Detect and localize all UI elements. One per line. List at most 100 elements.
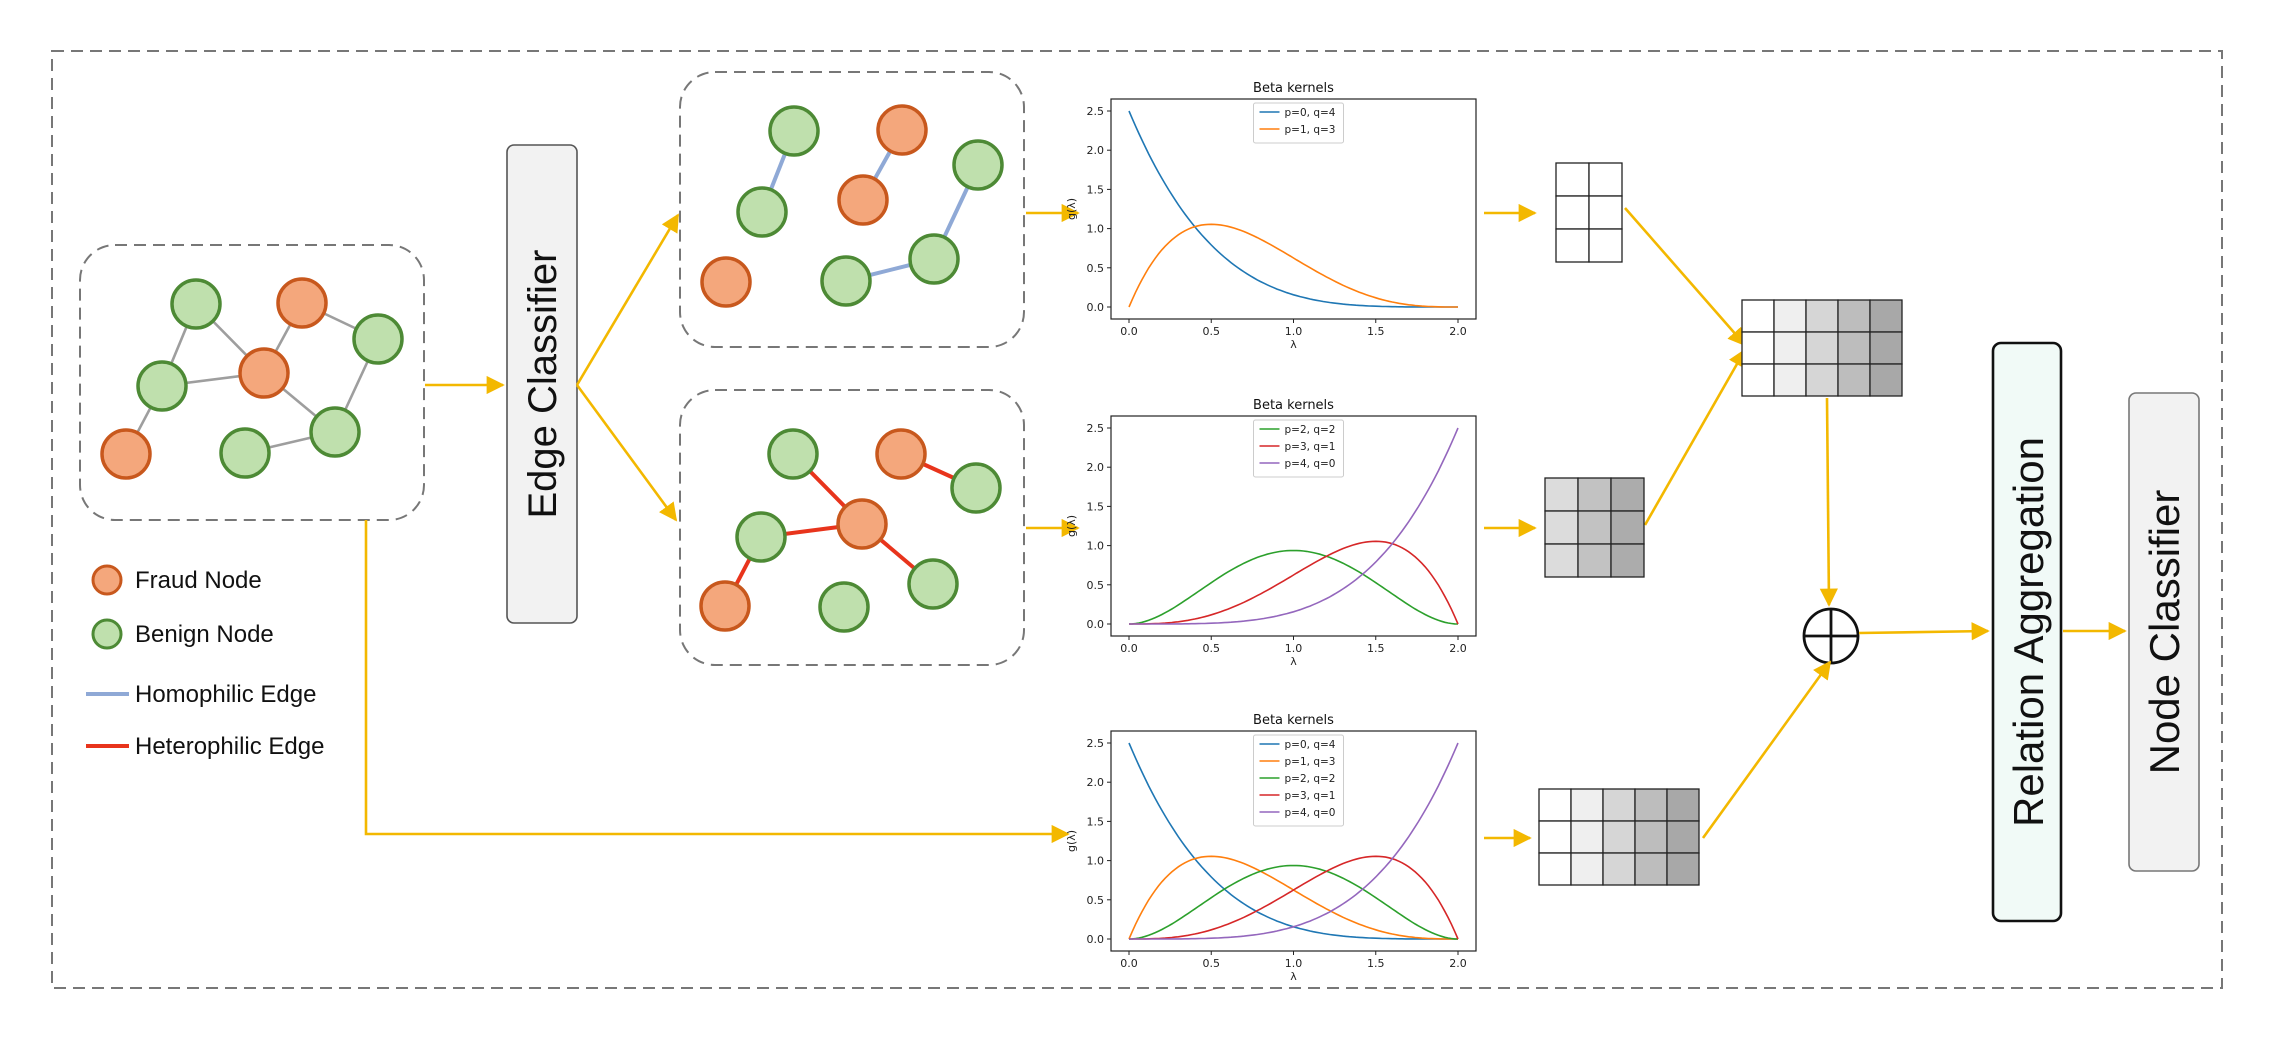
arrow-input-to-third-chart <box>364 520 1070 844</box>
legend-entry: p=4, q=0 <box>1285 458 1336 470</box>
homophilic-graph <box>700 104 1004 308</box>
homophilic-graph-box <box>679 71 1025 348</box>
grid-cell <box>1869 331 1903 365</box>
grid-cell <box>1634 788 1668 822</box>
input-graph <box>100 277 404 480</box>
y-tick-label: 1.0 <box>1087 540 1105 553</box>
grid-cell <box>1588 195 1623 230</box>
grid-cell <box>1666 820 1700 854</box>
beta-kernels-chart-full: Beta kernels 0.0 0.5 1.0 1.5 2.0 0.0 0.5 1.0 1.5 2… <box>1065 713 1477 983</box>
grid-cell <box>1805 299 1839 333</box>
grid-cell <box>1577 510 1612 545</box>
y-axis-label: g(λ) <box>1065 198 1078 220</box>
arrow-classifier-to-heterophilic <box>575 384 678 522</box>
feature-grid-merged <box>1741 299 1903 397</box>
fraud-node <box>700 256 752 308</box>
grid-cell <box>1634 820 1668 854</box>
y-tick-label: 1.5 <box>1087 500 1105 513</box>
grid-cell <box>1773 331 1807 365</box>
beta-kernels-chart-homophilic: Beta kernels 0.0 0.5 1.0 1.5 2.0 0.0 0.5 1.0 1.5 2… <box>1065 81 1477 351</box>
x-tick-label: 1.5 <box>1367 642 1385 655</box>
fraud-node <box>876 104 928 156</box>
grid-cell <box>1602 788 1636 822</box>
grid-cell <box>1588 162 1623 197</box>
legend-heterophilic-label: Heterophilic Edge <box>135 733 324 760</box>
chart-title: Beta kernels <box>1253 713 1334 728</box>
y-tick-label: 2.0 <box>1087 461 1105 474</box>
y-tick-label: 0.5 <box>1087 262 1105 275</box>
grid-cell <box>1577 477 1612 512</box>
grid-cell <box>1610 543 1645 578</box>
grid-cell <box>1773 299 1807 333</box>
arrow-grid1-to-merged <box>1624 207 1747 347</box>
series-line <box>1129 742 1459 940</box>
legend-entry: p=0, q=4 <box>1285 107 1336 119</box>
x-tick-label: 2.0 <box>1449 957 1467 970</box>
grid-cell <box>1577 543 1612 578</box>
chart-title: Beta kernels <box>1253 398 1334 413</box>
arrow-merged-to-sum <box>1819 397 1838 607</box>
legend: Fraud Node Benign Node Homophilic Edge H… <box>86 564 324 760</box>
legend-entry: p=3, q=1 <box>1285 441 1336 453</box>
grid-cell <box>1837 331 1871 365</box>
legend-entry: p=3, q=1 <box>1285 790 1336 802</box>
x-tick-label: 0.0 <box>1120 642 1138 655</box>
fraud-node <box>875 428 927 480</box>
fraud-node <box>699 580 751 632</box>
legend-fraud-label: Fraud Node <box>135 567 262 594</box>
grid-cell <box>1544 543 1579 578</box>
series-line <box>1128 110 1458 308</box>
x-tick-label: 1.0 <box>1285 325 1303 338</box>
y-tick-label: 1.0 <box>1087 855 1105 868</box>
legend-fraud-marker <box>91 564 123 596</box>
y-tick-label: 0.0 <box>1087 933 1105 946</box>
outer-frame <box>51 50 2223 989</box>
chart-title: Beta kernels <box>1253 81 1334 96</box>
x-tick-label: 0.0 <box>1120 325 1138 338</box>
x-axis-label: λ <box>1290 970 1297 983</box>
grid-cell <box>1610 477 1645 512</box>
x-tick-label: 1.0 <box>1285 642 1303 655</box>
arrow-classifier-to-homophilic <box>575 213 680 386</box>
chart-legend <box>1253 734 1344 827</box>
y-tick-label: 0.5 <box>1087 579 1105 592</box>
y-tick-label: 1.0 <box>1087 223 1105 236</box>
series-line <box>1129 855 1459 940</box>
flow-arrows <box>364 203 2127 848</box>
x-axis-label: λ <box>1290 338 1297 351</box>
grid-cell <box>1837 363 1871 397</box>
grid-cell <box>1570 788 1604 822</box>
grid-cell <box>1741 331 1775 365</box>
arrow-grid2-to-merged <box>1643 348 1747 526</box>
y-tick-label: 2.0 <box>1087 144 1105 157</box>
grid-cell <box>1837 299 1871 333</box>
feature-grid-full <box>1538 788 1700 886</box>
benign-node <box>950 462 1002 514</box>
grid-cell <box>1538 852 1572 886</box>
benign-node <box>767 428 819 480</box>
grid-cell <box>1869 363 1903 397</box>
legend-benign-marker <box>91 618 123 650</box>
benign-node <box>736 186 788 238</box>
heterophilic-graph-box <box>679 389 1025 666</box>
y-tick-label: 2.5 <box>1087 105 1105 118</box>
benign-node <box>170 278 222 330</box>
y-tick-label: 2.0 <box>1087 776 1105 789</box>
fraud-node <box>836 498 888 550</box>
benign-node <box>768 105 820 157</box>
edge-classifier-label: Edge Classifier <box>521 249 565 518</box>
grid-cell <box>1544 510 1579 545</box>
arrow-grid3-to-sum <box>1701 660 1832 839</box>
legend-entry: p=2, q=2 <box>1285 424 1336 436</box>
y-tick-label: 2.5 <box>1087 737 1105 750</box>
grid-cell <box>1602 820 1636 854</box>
grid-cell <box>1538 788 1572 822</box>
grid-cell <box>1610 510 1645 545</box>
series-line <box>1128 223 1458 308</box>
fraud-node <box>238 347 290 399</box>
y-axis-label: g(λ) <box>1065 515 1078 537</box>
benign-node <box>309 406 361 458</box>
grid-cell <box>1570 820 1604 854</box>
feature-grid-heterophilic <box>1544 477 1645 578</box>
